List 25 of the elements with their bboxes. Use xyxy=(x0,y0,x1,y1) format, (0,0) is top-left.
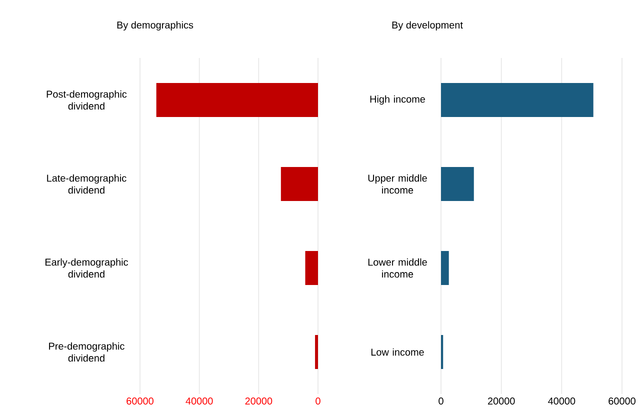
y-tick-label: Post-demographic dividend xyxy=(46,90,127,110)
x-tick-label: 40000 xyxy=(186,398,213,405)
bar xyxy=(305,251,318,286)
y-tick-label: Low income xyxy=(371,348,424,356)
y-tick-label: Late-demographic dividend xyxy=(47,174,126,194)
x-tick-label: 0 xyxy=(316,398,320,405)
x-tick-label: 20000 xyxy=(245,398,272,405)
y-tick-label: Early-demographic dividend xyxy=(45,258,128,278)
x-tick-label: 0 xyxy=(438,398,444,405)
y-tick-label: Lower middle income xyxy=(368,258,427,278)
bar xyxy=(280,167,318,202)
chart-title: By development xyxy=(392,21,463,30)
x-tick-label: 40000 xyxy=(548,398,576,405)
x-tick-label: 60000 xyxy=(608,398,636,405)
bar xyxy=(441,167,474,202)
bar xyxy=(441,83,594,118)
y-tick-label: Upper middle income xyxy=(368,174,427,194)
x-tick-label: 20000 xyxy=(488,398,515,405)
bar xyxy=(156,83,318,118)
bar xyxy=(441,251,449,286)
y-tick-label: High income xyxy=(370,95,425,105)
x-tick-label: 60000 xyxy=(126,398,154,405)
chart-title: By demographics xyxy=(117,21,194,30)
bar xyxy=(315,335,318,370)
y-tick-label: Pre-demographic dividend xyxy=(49,342,124,362)
